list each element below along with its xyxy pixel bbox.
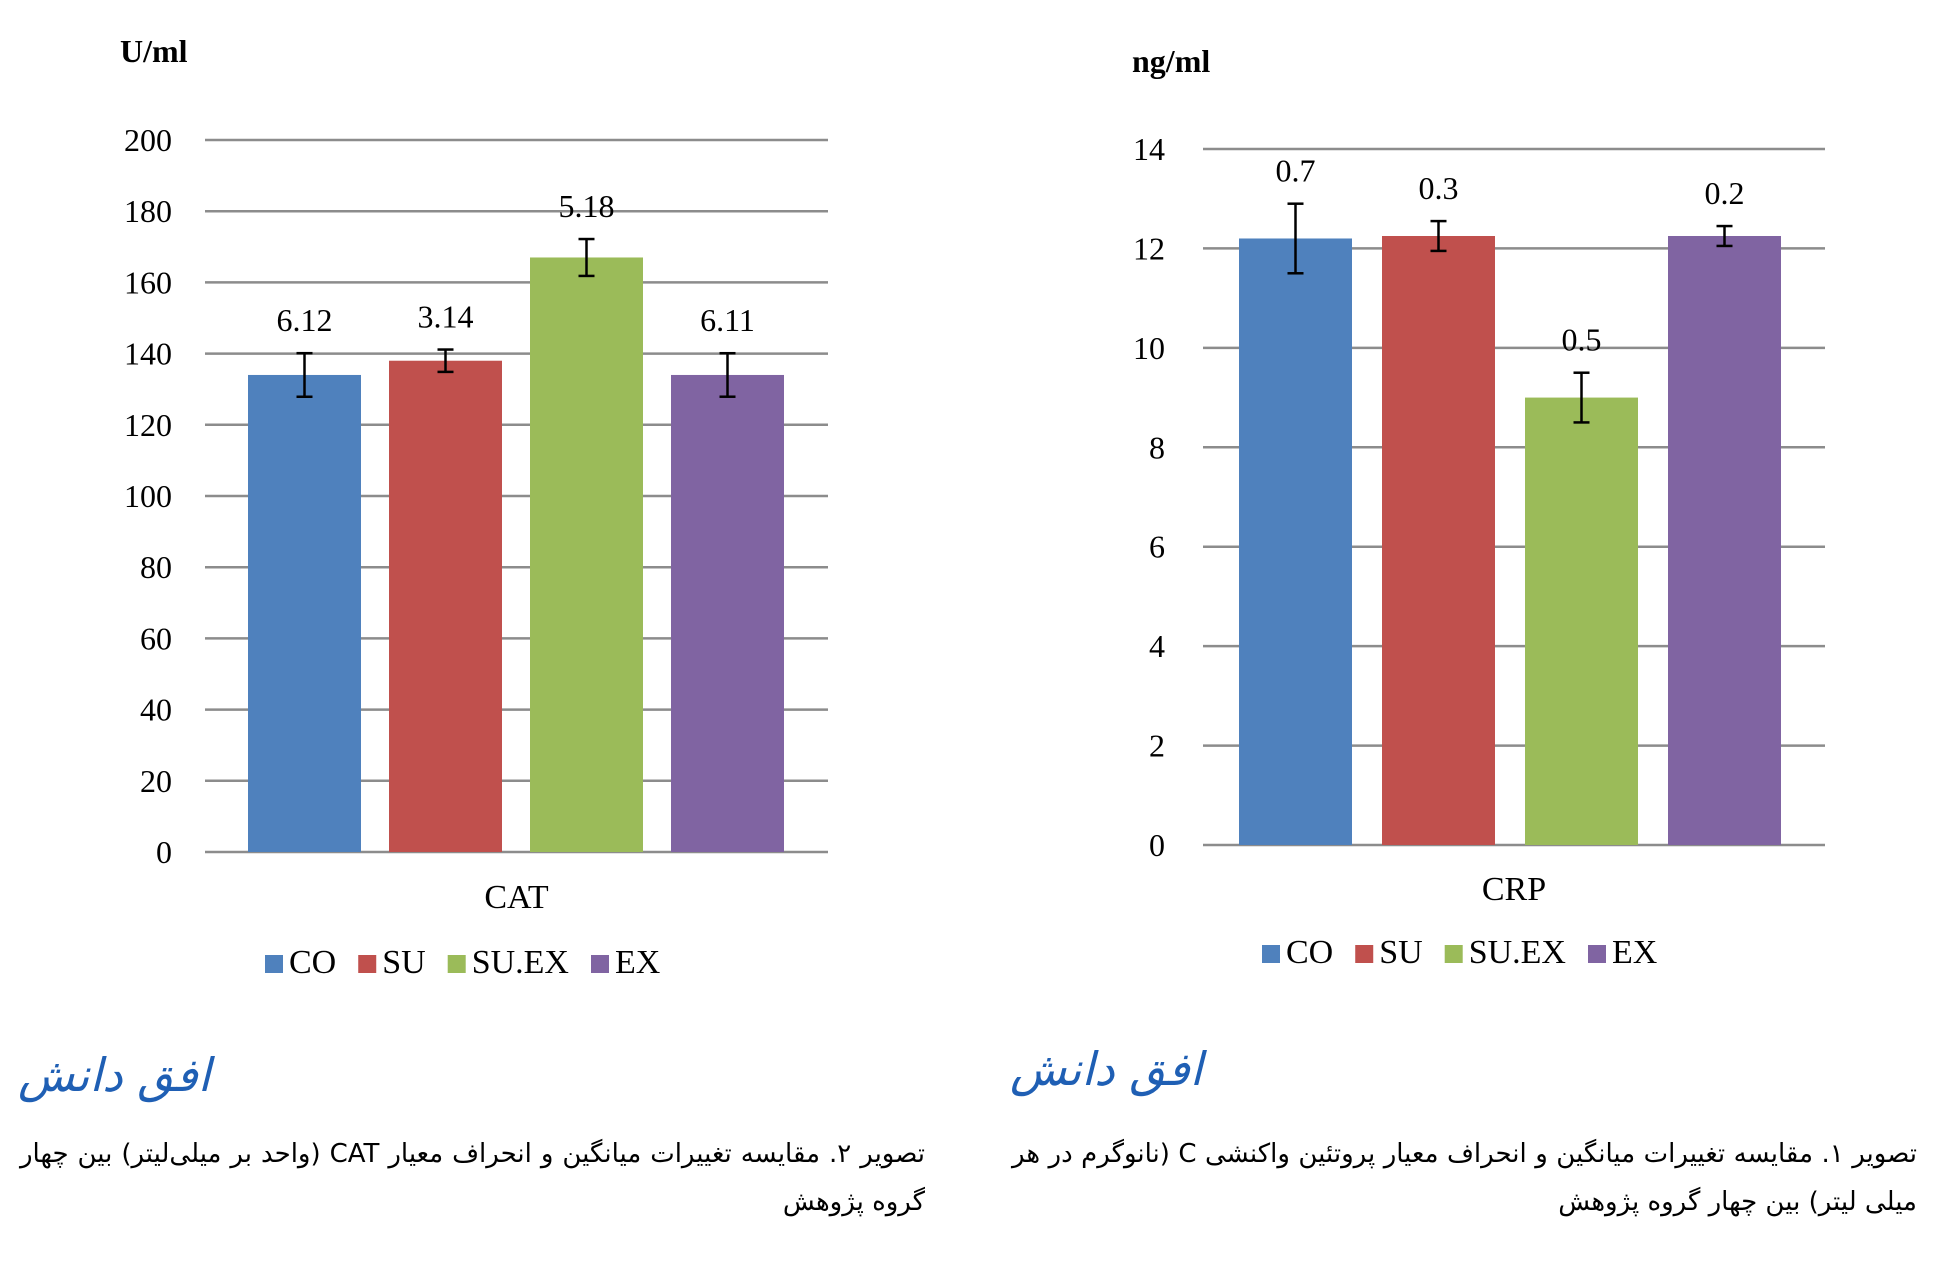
error-bar xyxy=(437,348,454,374)
y-tick-label: 0 xyxy=(1149,827,1165,863)
error-bar xyxy=(1430,219,1447,253)
legend-label: SU xyxy=(382,944,425,981)
bar-ex xyxy=(1668,236,1781,845)
legend-swatch xyxy=(265,955,283,973)
y-tick-label: 40 xyxy=(140,692,172,728)
data-label: 0.3 xyxy=(1419,170,1459,206)
data-label: 0.5 xyxy=(1562,322,1602,358)
figure-caption-cat: تصویر ۲. مقایسه تغییرات میانگین و انحراف… xyxy=(20,1139,926,1217)
legend-swatch xyxy=(1355,945,1374,963)
legend-swatch xyxy=(1444,945,1463,963)
x-axis-label: CRP xyxy=(1482,871,1546,908)
legend-label: CO xyxy=(289,944,336,981)
error-bar xyxy=(719,351,736,398)
legend-label: EX xyxy=(1612,934,1657,971)
y-tick-label: 160 xyxy=(124,264,172,300)
bar-co xyxy=(248,374,361,852)
data-label: 6.12 xyxy=(277,302,333,338)
error-bar xyxy=(1287,202,1304,275)
legend-swatch xyxy=(1588,945,1606,963)
error-bar xyxy=(578,237,595,278)
bar-co xyxy=(1239,238,1352,845)
data-label: 3.14 xyxy=(418,299,474,335)
y-tick-label: 200 xyxy=(124,122,172,158)
bar-su xyxy=(389,360,502,852)
cat-bar-chart: 0 20 40 60 80 100 120 140 160 180 200 U/ml 6.12 3.14 5… xyxy=(120,33,828,981)
y-tick-label: 8 xyxy=(1149,429,1165,465)
y-tick-label: 6 xyxy=(1149,529,1165,565)
data-label: 5.18 xyxy=(559,188,615,224)
legend-swatch xyxy=(358,955,377,973)
bar-su-ex xyxy=(530,257,643,853)
legend-swatch xyxy=(591,955,609,973)
data-label: 0.7 xyxy=(1276,153,1316,189)
journal-logo: افق دانش xyxy=(1010,1042,1203,1096)
legend-label: SU.EX xyxy=(472,944,569,981)
error-bar xyxy=(1573,371,1590,424)
data-label: 0.2 xyxy=(1705,175,1745,211)
bar-su xyxy=(1382,236,1495,845)
y-tick-label: 12 xyxy=(1133,230,1165,266)
bar-ex xyxy=(671,374,784,852)
legend: CO SU SU.EX EX xyxy=(265,944,660,981)
y-tick-label: 60 xyxy=(140,620,172,656)
data-label: 6.11 xyxy=(700,302,755,338)
y-tick-label: 0 xyxy=(156,834,172,870)
legend-label: SU xyxy=(1379,934,1422,971)
y-tick-label: 10 xyxy=(1133,330,1165,366)
y-axis-label: U/ml xyxy=(120,33,188,69)
legend-swatch xyxy=(1262,945,1280,963)
y-tick-label: 180 xyxy=(124,193,172,229)
crp-bar-chart: 0 2 4 6 8 10 12 14 ng/ml 0.7 0.3 0.5 0.2 CRP CO SU SU.EX… xyxy=(1132,43,1825,971)
x-axis-label: CAT xyxy=(484,879,548,916)
y-tick-label: 140 xyxy=(124,336,172,372)
y-tick-label: 120 xyxy=(124,407,172,443)
y-axis-label: ng/ml xyxy=(1132,43,1210,79)
journal-logo: افق دانش xyxy=(18,1048,211,1102)
y-tick-label: 14 xyxy=(1133,131,1165,167)
figure-caption-crp: تصویر ۱. مقایسه تغییرات میانگین و انحراف… xyxy=(1012,1139,1917,1217)
legend: CO SU SU.EX EX xyxy=(1262,934,1657,971)
legend-label: CO xyxy=(1286,934,1333,971)
y-tick-label: 20 xyxy=(140,763,172,799)
y-tick-label: 80 xyxy=(140,549,172,585)
error-bar xyxy=(1716,224,1733,248)
legend-swatch xyxy=(447,955,466,973)
y-tick-label: 100 xyxy=(124,478,172,514)
legend-label: SU.EX xyxy=(1469,934,1566,971)
error-bar xyxy=(296,351,313,398)
y-tick-label: 4 xyxy=(1149,628,1165,664)
bar-su-ex xyxy=(1525,397,1638,845)
y-tick-label: 2 xyxy=(1149,728,1165,764)
legend-label: EX xyxy=(615,944,660,981)
